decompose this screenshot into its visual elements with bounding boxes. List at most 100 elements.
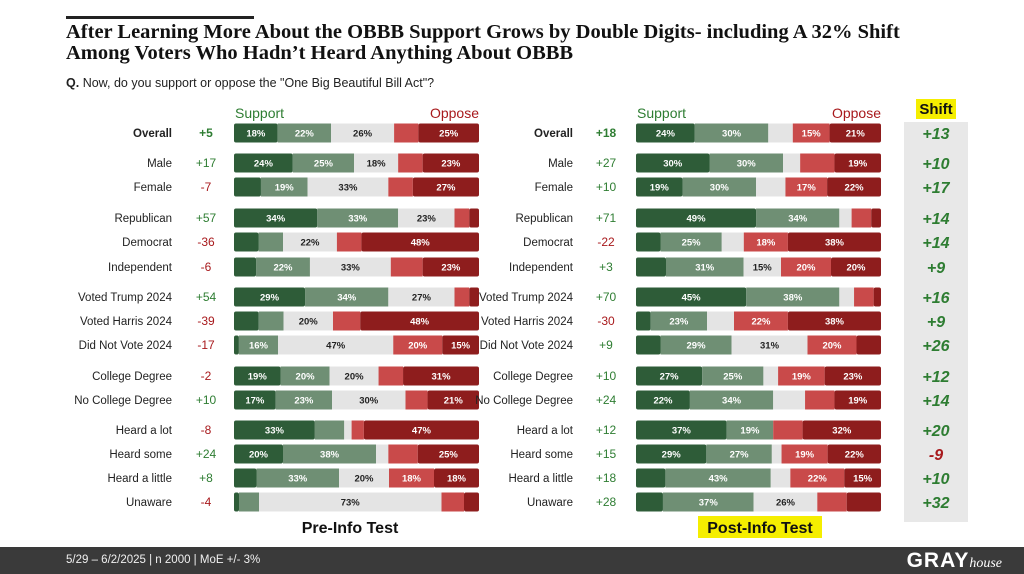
bar-segment-neutral (398, 208, 455, 228)
shift-value: -9 (929, 447, 943, 464)
bar-segment-strong-oppose (469, 208, 479, 228)
data-label: 22% (295, 129, 315, 140)
bar-segment-lean-oppose (351, 420, 364, 440)
bar-segment-lean-support (256, 257, 310, 277)
data-label: 38% (783, 293, 803, 304)
data-label: 24% (656, 129, 676, 140)
bar-segment-lean-oppose (778, 366, 825, 386)
bar-segment-strong-oppose (418, 123, 479, 143)
shift-value: +10 (922, 156, 949, 173)
bar-segment-lean-oppose (441, 492, 464, 512)
net-value: +24 (196, 447, 217, 461)
bar-segment-neutral (707, 311, 734, 331)
shift-value: +14 (922, 235, 949, 252)
data-label: 15% (802, 129, 822, 140)
net-value: +28 (596, 495, 617, 509)
net-value: +54 (196, 290, 217, 304)
net-value: +57 (196, 211, 217, 225)
bar-segment-strong-oppose (829, 123, 881, 143)
bar-segment-strong-oppose (469, 287, 479, 307)
row-label: Did Not Vote 2024 (79, 340, 173, 352)
logo-sub: house (969, 556, 1002, 571)
data-label: 48% (410, 317, 430, 328)
data-label: 20% (354, 474, 374, 485)
bar-segment-lean-support (756, 208, 840, 228)
data-label: 30% (710, 183, 730, 194)
net-value: -17 (197, 338, 215, 352)
data-label: 22% (808, 474, 828, 485)
bar-segment-lean-oppose (390, 257, 423, 277)
bar-segment-neutral (839, 287, 855, 307)
bar-segment-lean-oppose (378, 366, 404, 386)
bar-segment-neutral (839, 208, 852, 228)
data-label: 23% (441, 263, 461, 274)
bar-segment-strong-support (234, 123, 278, 143)
bar-segment-strong-support (234, 177, 261, 197)
bar-segment-strong-oppose (871, 208, 881, 228)
data-label: 22% (845, 450, 865, 461)
data-label: 25% (439, 450, 459, 461)
bar-segment-strong-support (234, 208, 318, 228)
bar-segment-lean-support (709, 153, 783, 173)
data-label: 30% (737, 159, 757, 170)
data-label: 29% (662, 450, 682, 461)
row-label: Heard a lot (116, 425, 173, 437)
bar-segment-strong-oppose (831, 257, 881, 277)
data-label: 18% (756, 238, 776, 249)
bar-segment-strong-oppose (787, 311, 881, 331)
data-label: 33% (288, 474, 308, 485)
data-label: 30% (359, 396, 379, 407)
row-label: Unaware (527, 497, 573, 509)
data-label: 31% (760, 341, 780, 352)
bar-segment-strong-oppose (844, 468, 881, 488)
row-label: Independent (108, 262, 173, 274)
bar-segment-lean-support (666, 257, 744, 277)
bar-segment-neutral (388, 287, 455, 307)
data-label: 34% (788, 214, 808, 225)
data-label: 33% (341, 263, 361, 274)
bar-segment-strong-support (234, 257, 257, 277)
data-label: 45% (682, 293, 702, 304)
shift-value: +32 (922, 495, 949, 512)
shift-value: +14 (922, 393, 949, 410)
bar-segment-lean-oppose (817, 492, 847, 512)
shift-header-highlight (916, 99, 956, 119)
data-label: 22% (300, 238, 320, 249)
data-label: 34% (722, 396, 742, 407)
data-label: 27% (412, 293, 432, 304)
bar-segment-neutral (756, 177, 786, 197)
data-label: 30% (722, 129, 742, 140)
net-value: +5 (199, 126, 213, 140)
logo-main: GRAY (906, 549, 970, 572)
net-value: +12 (596, 423, 617, 437)
data-label: 19% (795, 450, 815, 461)
bar-segment-strong-oppose (464, 492, 479, 512)
bar-segment-lean-oppose (781, 444, 828, 464)
data-label: 18% (246, 129, 266, 140)
bar-segment-strong-support (636, 366, 703, 386)
shift-value: +9 (927, 314, 945, 331)
bar-segment-strong-oppose (802, 420, 881, 440)
data-label: 20% (345, 372, 365, 383)
net-value: +18 (596, 126, 617, 140)
bar-segment-lean-support (689, 390, 774, 410)
row-label: Republican (114, 213, 172, 225)
net-value: -2 (201, 369, 212, 383)
net-value: -8 (201, 423, 212, 437)
bar-segment-neutral (743, 257, 781, 277)
data-label: 22% (653, 396, 673, 407)
data-label: 19% (650, 183, 670, 194)
row-label: Republican (515, 213, 573, 225)
row-label: Did Not Vote 2024 (480, 340, 574, 352)
bar-segment-neutral (344, 420, 352, 440)
data-label: 20% (822, 341, 842, 352)
data-label: 38% (320, 450, 340, 461)
bar-segment-neutral (329, 366, 379, 386)
bar-segment-strong-support (636, 335, 661, 355)
bar-segment-lean-oppose (454, 208, 470, 228)
bar-segment-strong-oppose (787, 232, 881, 252)
bar-segment-lean-support (746, 287, 840, 307)
net-value: -4 (201, 495, 212, 509)
shift-value: +16 (922, 290, 949, 307)
bar-segment-strong-oppose (417, 444, 479, 464)
